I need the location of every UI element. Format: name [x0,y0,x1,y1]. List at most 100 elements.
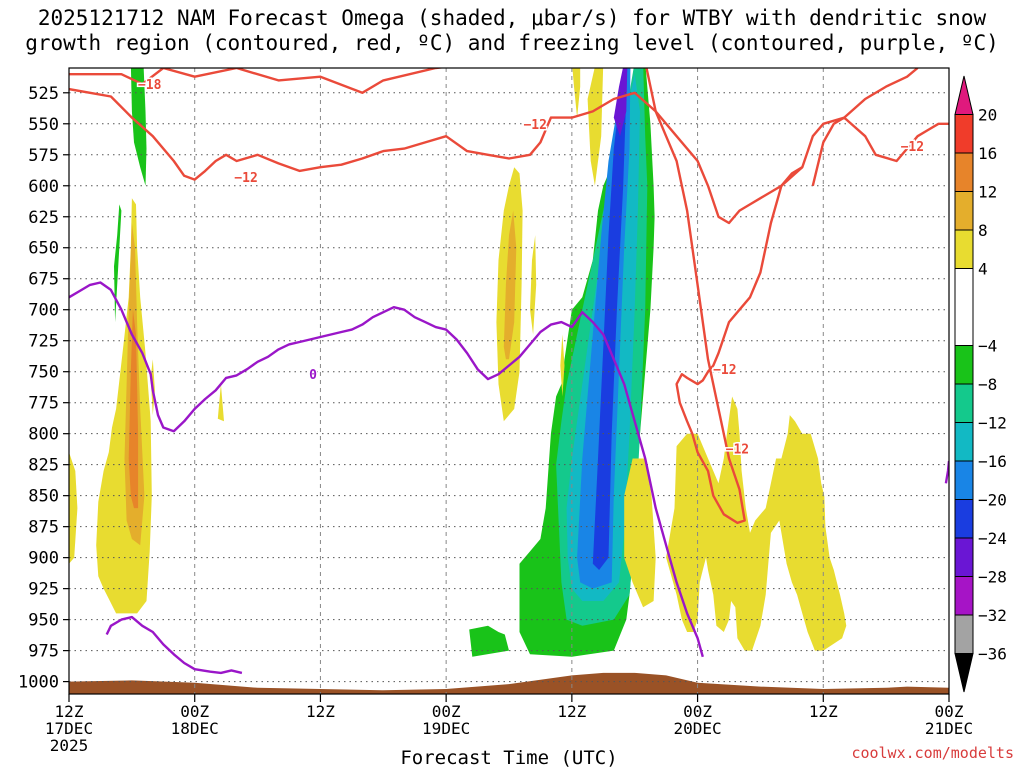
y-tick-label: 700 [28,301,59,321]
colorbar-top-arrow [954,75,974,115]
chart-title-line-2: growth region (contoured, red, ºC) and f… [25,31,999,55]
terrain-fill [69,672,949,694]
omega-region-8 [469,625,509,657]
y-tick-label: 825 [28,456,59,476]
x-axis-label: Forecast Time (UTC) [400,747,617,768]
colorbar-label: −4 [978,337,997,356]
y-tick-label: 925 [28,580,59,600]
y-tick-label: 900 [28,549,59,569]
omega-region-6 [69,452,78,564]
terrain-layer [69,672,949,694]
y-tick-label: 575 [28,146,59,166]
plot-frame [68,67,950,695]
grid-layer [69,68,949,694]
x-tick-label: 20DEC [673,719,721,738]
y-axis: 525 550 575 600 625 650 675 700 725 750 775 800 825 8… [18,84,69,693]
omega-region-19 [572,68,581,118]
omega-region-17 [530,235,537,335]
x-tick-label: 21DEC [925,719,973,738]
colorbar-label: 16 [978,144,997,163]
colorbar-segment-5 [954,268,974,346]
colorbar-label: −24 [978,529,1007,548]
colorbar-label: −28 [978,568,1007,587]
x-tick-label: 2025 [50,736,89,755]
omega-region-18 [560,334,565,397]
y-tick-label: 800 [28,425,59,445]
colorbar-label: −36 [978,645,1007,664]
contour-label-2: −12 [523,118,546,133]
colorbar-label: 20 [978,106,997,125]
colorbar-label: 4 [978,260,988,279]
x-tick-label: 00Z [180,702,209,721]
omega-region-1 [114,204,122,323]
x-tick-label: 12Z [809,702,838,721]
omega-region-0 [130,68,147,186]
colorbar-label: 12 [978,183,997,202]
colorbar-segment-11 [954,537,974,577]
y-tick-label: 675 [28,270,59,290]
x-tick-label: 00Z [935,702,964,721]
credit-text: coolwx.com/modelts [851,744,1014,762]
contour-label-4: −12 [713,363,736,378]
colorbar-segment-6 [954,345,974,385]
contour-freezing-level-west [105,615,243,675]
y-tick-label: 650 [28,239,59,259]
y-tick-label: 525 [28,84,59,104]
chart-title: 2025121712 NAM Forecast Omega (shaded, μ… [0,6,1024,56]
contour-label-6: 0 [309,368,317,383]
omega-region-22 [666,396,847,651]
omega-region-2 [96,198,152,614]
omega-shading-layer [69,68,847,657]
colorbar-label: 8 [978,221,988,240]
colorbar-segment-7 [954,383,974,423]
y-tick-label: 950 [28,611,59,631]
contour-label-layer: −18 −12 −12 −12 −12 −12 0 [136,77,925,459]
colorbar-label: −12 [978,414,1007,433]
x-tick-label: 19DEC [422,719,470,738]
contour-label-1: −12 [234,171,257,186]
chart-title-line-1: 2025121712 NAM Forecast Omega (shaded, μ… [37,6,987,30]
omega-region-7 [217,384,224,422]
y-tick-label: 625 [28,208,59,228]
colorbar: 20 16 12 8 4 −4 −8 −12 −16 −20 −24 −28 −32 −36 [954,75,1007,693]
colorbar-segment-8 [954,422,974,462]
omega-region-16 [503,210,517,360]
contour-dgz-lower [69,68,919,225]
colorbar-segment-12 [954,576,974,616]
x-tick-label: 17DEC [45,719,93,738]
colorbar-label: −8 [978,375,997,394]
contour-label-0: −18 [138,78,162,93]
omega-region-4 [128,309,139,509]
colorbar-segment-9 [954,460,974,500]
contour-dgz-eastern-upper [811,116,949,187]
contour-freezing-level [69,281,704,658]
y-tick-label: 725 [28,332,59,352]
contour-dgz-upper [69,68,446,95]
colorbar-label: −16 [978,452,1007,471]
colorbar-segment-13 [954,614,974,654]
y-tick-label: 600 [28,177,59,197]
omega-region-13 [592,68,628,570]
colorbar-segment-2 [954,152,974,192]
x-tick-label: 12Z [306,702,335,721]
colorbar-label: −20 [978,491,1007,510]
colorbar-bottom-arrow [954,653,974,693]
x-tick-label: 00Z [432,702,461,721]
y-tick-label: 875 [28,518,59,538]
colorbar-segment-10 [954,499,974,539]
y-tick-label: 850 [28,487,59,507]
x-tick-label: 00Z [683,702,712,721]
contour-layer [69,68,949,675]
colorbar-segment-4 [954,229,974,269]
x-tick-label: 18DEC [171,719,219,738]
y-tick-label: 1000 [18,673,59,693]
y-tick-label: 775 [28,394,59,414]
contour-dgz-eastern-lower [645,68,803,525]
y-tick-label: 750 [28,363,59,383]
x-tick-label: 12Z [557,702,586,721]
omega-region-20 [587,68,604,186]
colorbar-segment-3 [954,191,974,231]
x-tick-label: 12Z [55,702,84,721]
